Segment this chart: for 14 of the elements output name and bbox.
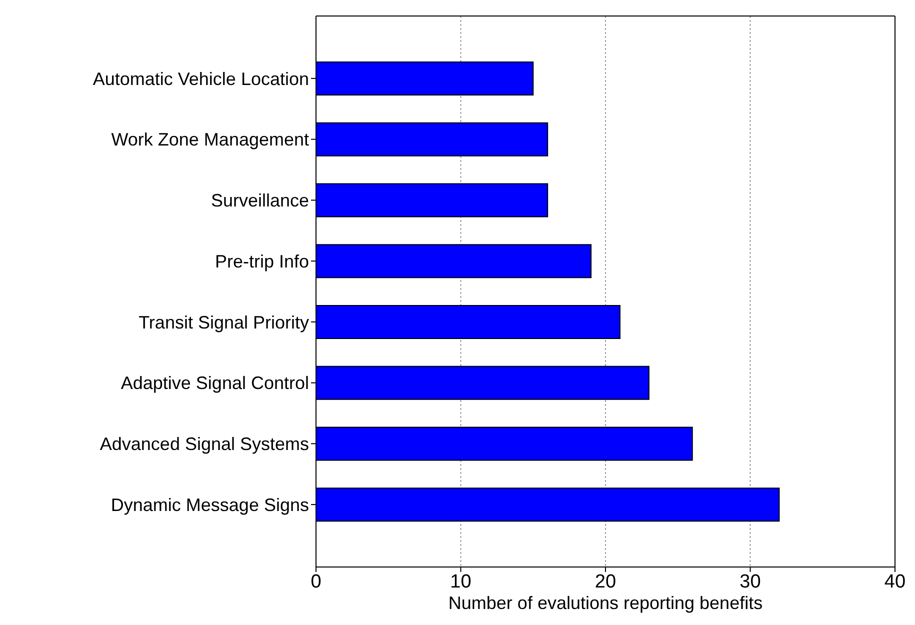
x-tick-label: 30 (740, 571, 761, 592)
y-tick-label: Pre-trip Info (214, 251, 309, 272)
y-tick-label: Advanced Signal Systems (100, 434, 309, 454)
y-tick-label: Transit Signal Priority (138, 312, 309, 332)
y-tick-label: Dynamic Message Signs (110, 494, 309, 515)
x-axis-title: Number of evalutions reporting benefits (448, 593, 763, 613)
x-tick-label: 20 (594, 571, 616, 592)
x-tick-label: 0 (310, 571, 322, 592)
y-tick-label: Automatic Vehicle Location (92, 68, 309, 89)
x-tick-label: 10 (450, 571, 472, 592)
y-tick-label: Adaptive Signal Control (120, 373, 309, 394)
y-tick-label: Surveillance (210, 190, 309, 211)
y-tick-label: Work Zone Management (111, 130, 309, 150)
x-tick-label: 40 (884, 571, 906, 592)
